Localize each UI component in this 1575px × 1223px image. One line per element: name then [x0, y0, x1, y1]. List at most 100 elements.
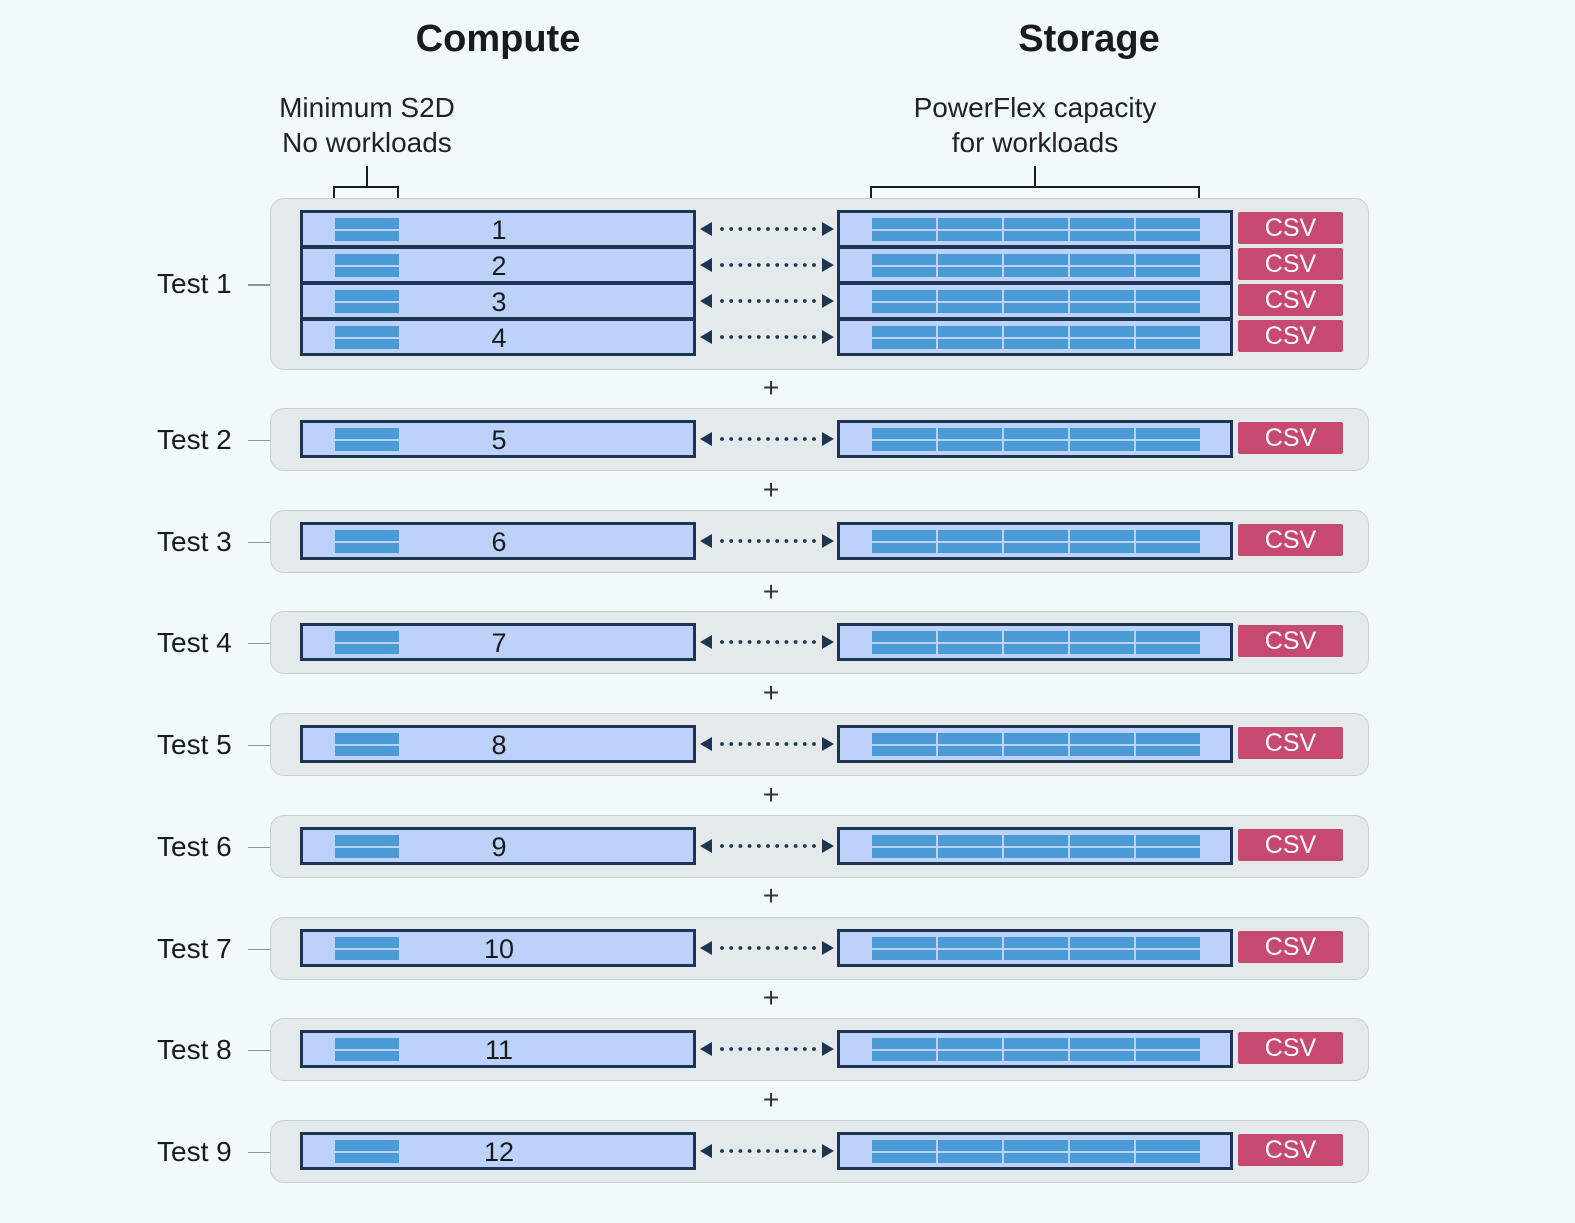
- arrow-dot: [784, 742, 789, 746]
- test-label: Test 1: [157, 268, 232, 299]
- compute-note: Minimum S2D No workloads: [279, 92, 455, 158]
- volume-row: 8 CSV: [0, 725, 1575, 763]
- arrow-dot: [738, 1149, 743, 1153]
- arrow-head-right: [822, 432, 834, 446]
- test-connector-line: [248, 744, 270, 746]
- arrow-dot: [729, 1047, 734, 1051]
- csv-badge: CSV: [1238, 829, 1343, 861]
- arrow-dot: [756, 299, 761, 303]
- volume-row: 11 CSV: [0, 1030, 1575, 1068]
- test-label: Test 7: [157, 932, 232, 964]
- volume-number: 11: [484, 1035, 514, 1065]
- powerflex-disk-block: [1136, 326, 1200, 349]
- storage-volume: [837, 282, 1233, 320]
- compute-storage-link: [700, 431, 834, 447]
- powerflex-disk-block: [872, 1038, 936, 1061]
- arrow-dot: [775, 299, 780, 303]
- powerflex-disk-block: [1136, 428, 1200, 451]
- arrow-dot: [738, 335, 743, 339]
- powerflex-disk-block: [1004, 733, 1068, 756]
- powerflex-disk-blocks: [872, 254, 1200, 277]
- powerflex-disk-block: [1136, 733, 1200, 756]
- bidirectional-arrow-icon: [700, 258, 834, 272]
- arrow-dot: [812, 640, 816, 644]
- compute-s2d-disk-block: [335, 218, 399, 241]
- powerflex-disk-block: [1070, 254, 1134, 277]
- arrow-head-left: [700, 330, 712, 344]
- powerflex-disk-block: [1004, 1140, 1068, 1163]
- volume-number: 12: [483, 1137, 515, 1167]
- powerflex-disk-block: [1004, 326, 1068, 349]
- arrow-dot: [720, 227, 724, 231]
- arrow-dot: [793, 844, 798, 848]
- bidirectional-arrow-icon: [700, 1042, 834, 1056]
- volume-number: 3: [491, 287, 507, 317]
- arrow-dot: [720, 640, 724, 644]
- arrow-dot: [775, 335, 780, 339]
- test-label: Test 2: [157, 423, 232, 455]
- powerflex-disk-block: [872, 218, 936, 241]
- powerflex-disk-block: [1004, 530, 1068, 553]
- powerflex-disk-block: [872, 254, 936, 277]
- arrow-dot: [756, 1047, 761, 1051]
- test-connector-line: [248, 541, 270, 543]
- powerflex-disk-blocks: [872, 428, 1200, 451]
- csv-badge: CSV: [1238, 248, 1343, 280]
- volume-number: 7: [491, 628, 507, 658]
- powerflex-disk-block: [938, 428, 1002, 451]
- arrow-dot: [756, 539, 761, 543]
- plus-sign: +: [762, 982, 780, 1013]
- compute-s2d-disk-block: [335, 254, 399, 277]
- arrow-dot: [720, 263, 724, 267]
- arrow-dot: [729, 640, 734, 644]
- arrow-head-left: [700, 737, 712, 751]
- arrow-dot: [766, 539, 770, 543]
- powerflex-disk-block: [1004, 1038, 1068, 1061]
- plus-sign: +: [762, 1084, 780, 1115]
- arrow-dot: [756, 437, 761, 441]
- arrow-dot: [793, 437, 798, 441]
- volume-row: 3 CSV: [0, 282, 1575, 320]
- compute-volume: 7: [300, 623, 696, 661]
- bidirectional-arrow-icon: [700, 534, 834, 548]
- plus-sign: +: [762, 677, 780, 708]
- storage-volume: [837, 1132, 1233, 1170]
- compute-s2d-disk-block: [335, 937, 399, 960]
- arrow-dot: [747, 844, 752, 848]
- csv-badge: CSV: [1238, 1134, 1343, 1166]
- arrow-dot: [747, 1149, 752, 1153]
- powerflex-disk-block: [1004, 428, 1068, 451]
- storage-heading: Storage: [1018, 18, 1160, 60]
- arrow-dot: [802, 539, 807, 543]
- arrow-dot: [784, 335, 789, 339]
- arrow-dot: [756, 335, 761, 339]
- powerflex-disk-block: [1136, 290, 1200, 313]
- arrow-dot: [720, 1149, 724, 1153]
- powerflex-disk-block: [1070, 530, 1134, 553]
- arrow-dot: [729, 539, 734, 543]
- test-label: Test 3: [157, 525, 232, 557]
- arrow-dot: [802, 946, 807, 950]
- csv-badge: CSV: [1238, 524, 1343, 556]
- storage-volume: [837, 929, 1233, 967]
- powerflex-disk-block: [872, 733, 936, 756]
- powerflex-disk-blocks: [872, 1140, 1200, 1163]
- arrow-dot: [729, 946, 734, 950]
- compute-storage-link: [700, 533, 834, 549]
- compute-s2d-disk-block: [335, 733, 399, 756]
- arrow-head-left: [700, 1144, 712, 1158]
- arrow-dot: [747, 640, 752, 644]
- arrow-dot: [812, 437, 816, 441]
- storage-volume: [837, 1030, 1233, 1068]
- arrow-head-left: [700, 1042, 712, 1056]
- powerflex-disk-block: [1136, 254, 1200, 277]
- arrow-dot: [802, 299, 807, 303]
- test-label: Test 9: [157, 1135, 232, 1167]
- powerflex-disk-block: [1136, 937, 1200, 960]
- arrow-dot: [738, 742, 743, 746]
- arrow-dot: [793, 742, 798, 746]
- powerflex-disk-block: [1070, 290, 1134, 313]
- arrow-head-right: [822, 1042, 834, 1056]
- arrow-dot: [738, 299, 743, 303]
- arrow-dot: [793, 335, 798, 339]
